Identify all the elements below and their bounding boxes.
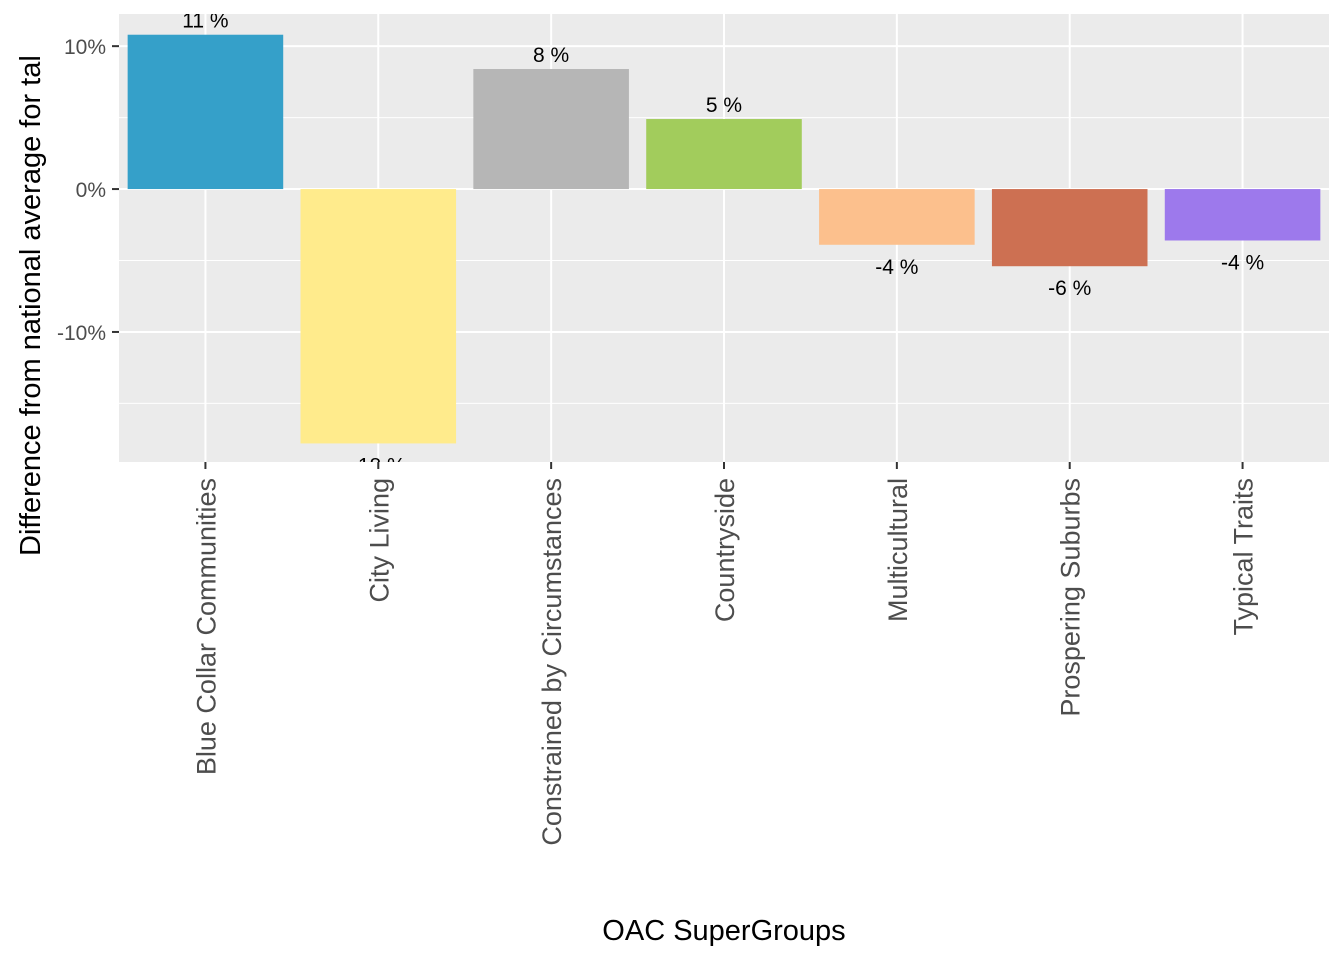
y-tick-label: -10% (57, 322, 106, 345)
y-axis: 10% 0% -10% (57, 36, 119, 345)
y-tick-label: 10% (64, 36, 106, 59)
x-tick-label: Prospering Suburbs (1056, 478, 1086, 717)
y-tick-label: 0% (76, 179, 106, 202)
bars (127, 34, 1321, 444)
data-labels: 11 % -18 % 8 % 5 % -4 % -6 % -4 % (182, 10, 1264, 477)
x-tick-label: City Living (364, 478, 394, 603)
x-axis-title: OAC SuperGroups (602, 915, 845, 947)
y-axis-title: Difference from national average for tal (15, 55, 47, 556)
bar (819, 189, 975, 245)
bar (646, 119, 802, 190)
bar (1164, 189, 1321, 241)
x-axis: Blue Collar Communities City Living Constr… (191, 462, 1259, 846)
data-label: 11 % (182, 10, 228, 33)
x-tick-label: Constrained by Circumstances (537, 478, 567, 846)
bar (991, 189, 1148, 267)
bar (473, 69, 629, 190)
data-label: 8 % (533, 44, 569, 67)
data-label: -18 % (351, 454, 406, 477)
bar (300, 189, 457, 444)
x-tick-label: Countryside (710, 478, 740, 622)
x-tick-label: Multicultural (883, 478, 913, 622)
bar (127, 34, 284, 190)
data-label: -4 % (875, 256, 918, 279)
x-tick-label: Blue Collar Communities (191, 478, 221, 775)
x-tick-label: Typical Traits (1229, 478, 1259, 636)
data-label: 5 % (706, 94, 742, 117)
data-label: -6 % (1048, 277, 1091, 300)
data-label: -4 % (1221, 252, 1264, 275)
